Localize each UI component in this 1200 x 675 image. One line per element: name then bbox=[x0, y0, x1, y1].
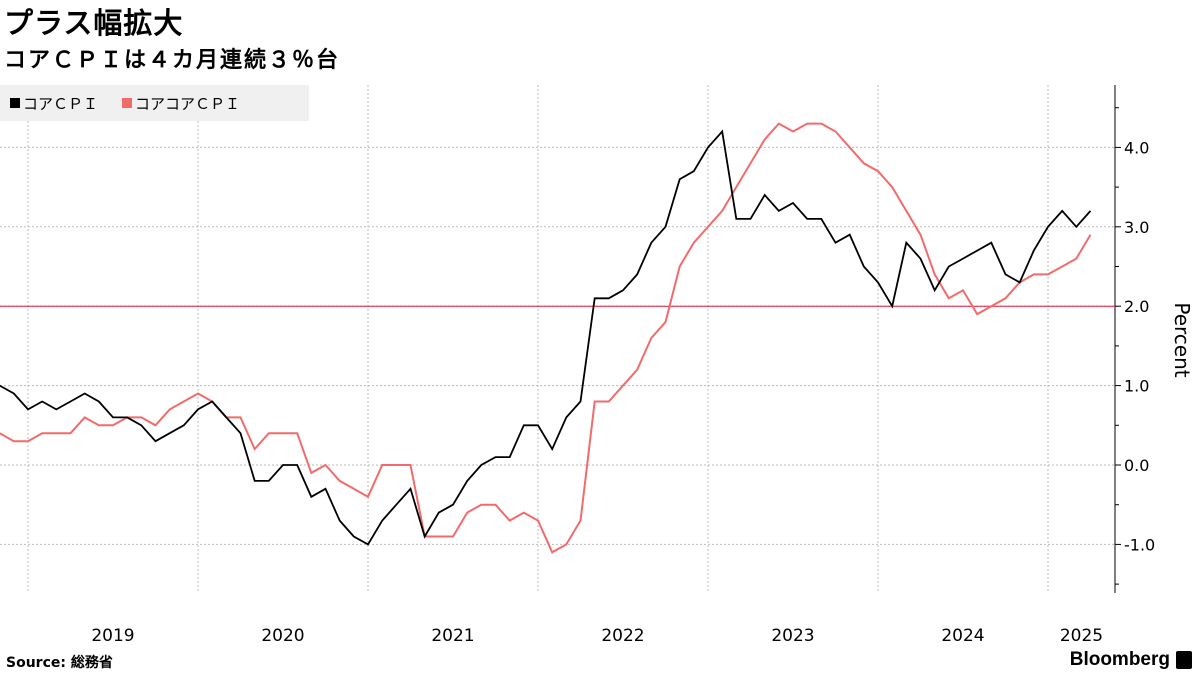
x-tick-label: 2019 bbox=[91, 626, 134, 646]
y-tick-label: 1.0 bbox=[1124, 377, 1149, 396]
y-tick-label: 4.0 bbox=[1124, 138, 1149, 157]
legend-swatch bbox=[10, 98, 20, 108]
bloomberg-logo-icon bbox=[1176, 651, 1192, 669]
legend-item-core-cpi: コアＣＰＩ bbox=[10, 93, 98, 114]
x-tick-label: 2020 bbox=[261, 626, 304, 646]
x-tick-label: 2023 bbox=[771, 626, 814, 646]
legend-label: コアコアＣＰＩ bbox=[135, 94, 241, 113]
legend-item-core-core-cpi: コアコアＣＰＩ bbox=[122, 93, 240, 114]
y-tick-label: -1.0 bbox=[1124, 535, 1155, 554]
y-tick-label: 0.0 bbox=[1124, 456, 1149, 475]
x-tick-label: 2025 bbox=[1060, 626, 1103, 646]
y-tick-label: 3.0 bbox=[1124, 218, 1149, 237]
chart-subtitle: コアＣＰＩは４カ月連続３％台 bbox=[4, 48, 341, 73]
x-tick-label: 2024 bbox=[941, 626, 984, 646]
series-line-core-core-cpi bbox=[0, 122, 1092, 554]
legend: コアＣＰＩ コアコアＣＰＩ bbox=[0, 85, 309, 121]
chart-title: プラス幅拡大 bbox=[4, 6, 184, 40]
x-tick-label: 2021 bbox=[431, 626, 474, 646]
legend-label: コアＣＰＩ bbox=[23, 94, 99, 113]
x-tick-label: 2022 bbox=[601, 626, 644, 646]
y-tick-label: 2.0 bbox=[1124, 297, 1149, 316]
y-axis-label: Percent bbox=[1170, 302, 1194, 377]
bloomberg-logo: Bloomberg bbox=[1070, 649, 1192, 671]
source-note: Source: 総務省 bbox=[6, 655, 113, 671]
logo-text: Bloomberg bbox=[1069, 649, 1170, 670]
series-line-core-cpi bbox=[0, 129, 1092, 546]
legend-swatch bbox=[122, 98, 133, 108]
